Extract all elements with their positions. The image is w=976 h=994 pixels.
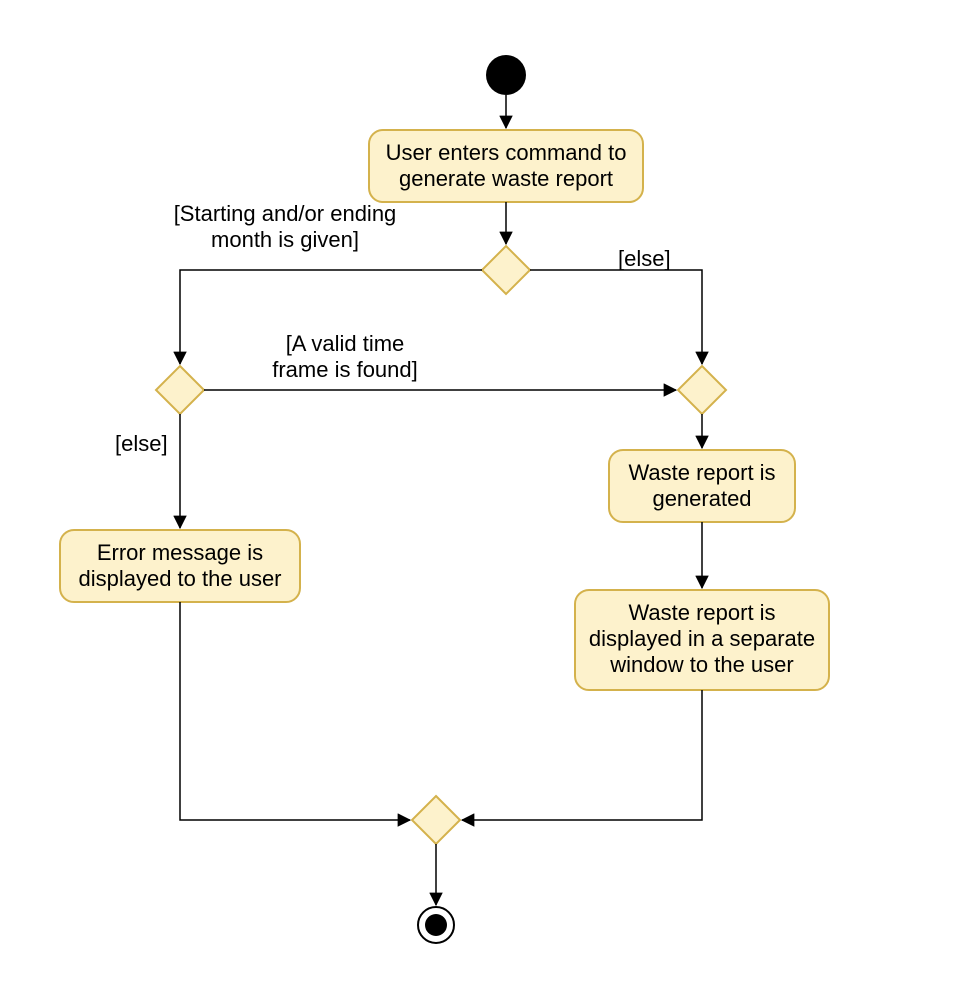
end-node-inner <box>425 914 447 936</box>
node-enter-command-line1: User enters command to <box>386 140 627 165</box>
start-node <box>486 55 526 95</box>
decision-merge-2 <box>412 796 460 844</box>
edge-n4-d4 <box>462 690 702 820</box>
node-enter-command-line2: generate waste report <box>399 166 613 191</box>
label-else-1: [else] <box>618 246 671 271</box>
label-else-2: [else] <box>115 431 168 456</box>
node-report-displayed-line2: displayed in a separate <box>589 626 815 651</box>
node-error-message-line2: displayed to the user <box>78 566 281 591</box>
activity-diagram: User enters command to generate waste re… <box>0 0 976 994</box>
decision-1 <box>482 246 530 294</box>
label-month-given-line1: [Starting and/or ending <box>174 201 397 226</box>
edge-n2-d4 <box>180 602 410 820</box>
label-valid-timeframe-line2: frame is found] <box>272 357 418 382</box>
node-report-displayed-line1: Waste report is <box>628 600 775 625</box>
decision-merge-1 <box>678 366 726 414</box>
node-report-displayed-line3: window to the user <box>609 652 793 677</box>
edge-d1-d3 <box>530 270 702 364</box>
node-report-generated-line2: generated <box>652 486 751 511</box>
label-valid-timeframe-line1: [A valid time <box>286 331 405 356</box>
label-month-given-line2: month is given] <box>211 227 359 252</box>
node-report-generated-line1: Waste report is <box>628 460 775 485</box>
node-error-message-line1: Error message is <box>97 540 263 565</box>
decision-2 <box>156 366 204 414</box>
